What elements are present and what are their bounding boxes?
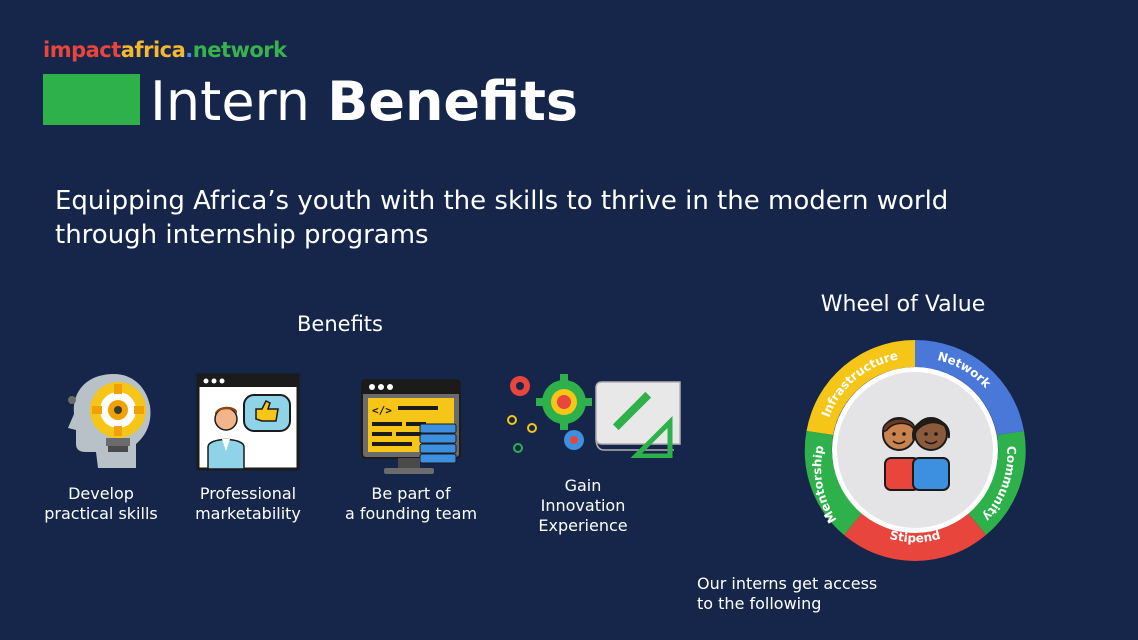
lightbulb-head-icon — [62, 370, 156, 470]
logo-part-network: network — [192, 38, 287, 62]
benefit-label-marketability: Professional marketability — [184, 484, 312, 524]
wheel-heading: Wheel of Value — [820, 292, 986, 317]
title-light: Intern — [150, 70, 328, 133]
wheel-label-stipend: Stipend — [888, 528, 941, 545]
benefit-innovation-line2: Innovation — [540, 496, 626, 515]
benefit-skills-line2: practical skills — [44, 504, 158, 523]
wheel-segment-community — [968, 431, 1026, 535]
benefit-label-founding-team: Be part of a founding team — [336, 484, 486, 524]
wheel-caption: Our interns get access to the following — [697, 574, 927, 614]
wheel-segment-infrastructure — [806, 339, 915, 435]
logo-part-impact: impact — [43, 38, 121, 62]
svg-text:</>: </> — [372, 404, 392, 417]
logo-part-dot: . — [185, 38, 193, 62]
title-accent-block — [43, 74, 140, 125]
wheel-caption-line1: Our interns get access — [697, 574, 878, 593]
benefit-innovation-line3: Experience — [538, 516, 628, 535]
presentation-thumbs-up-icon — [196, 373, 300, 473]
wheel-of-value: Infrastructure Network Community Stipend… — [795, 330, 1035, 570]
wheel-segment-network — [915, 339, 1024, 435]
benefit-founding-line2: a founding team — [344, 504, 478, 523]
svg-text:Stipend: Stipend — [888, 528, 941, 545]
code-monitor-icon: </> — [360, 378, 462, 478]
benefit-founding-line1: Be part of — [371, 484, 451, 503]
benefit-innovation-line1: Gain — [564, 476, 602, 495]
wheel-caption-line2: to the following — [697, 594, 822, 613]
logo-part-africa: africa — [120, 38, 186, 62]
benefits-heading: Benefits — [297, 312, 383, 336]
benefit-marketability-line1: Professional — [199, 484, 297, 503]
page-subtitle: Equipping Africa’s youth with the skills… — [55, 186, 949, 250]
gears-blueprint-icon — [504, 372, 682, 459]
brand-logo: impactafrica.network — [43, 38, 287, 62]
wheel-segment-mentorship — [804, 431, 862, 535]
benefit-label-innovation: Gain Innovation Experience — [518, 476, 648, 536]
benefit-label-skills: Develop practical skills — [40, 484, 162, 524]
page-title: Intern Benefits — [150, 70, 578, 134]
benefit-marketability-line2: marketability — [195, 504, 301, 523]
benefit-skills-line1: Develop — [68, 484, 134, 503]
two-people-icon — [882, 417, 950, 491]
title-bold: Benefits — [327, 70, 579, 133]
